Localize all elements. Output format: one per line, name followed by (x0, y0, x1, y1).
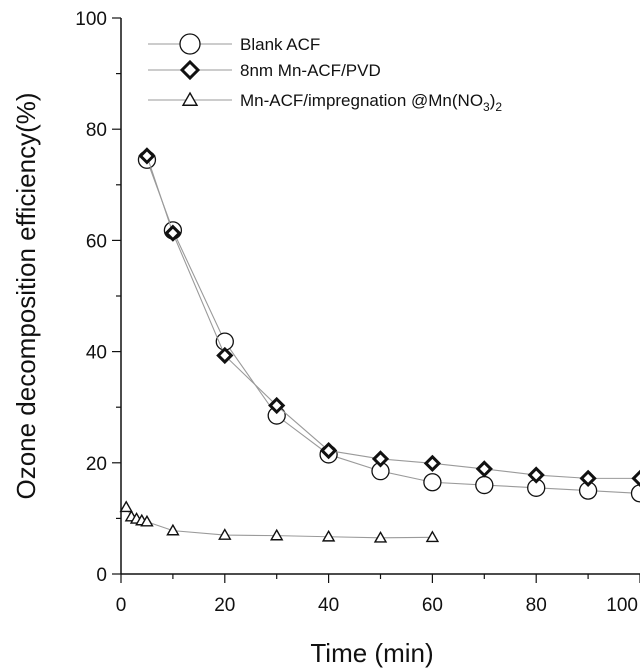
series-3-point (269, 528, 284, 541)
legend-item-2: 8nm Mn-ACF/PVD (148, 59, 381, 81)
series-3-point (218, 528, 232, 540)
legend-label: Blank ACF (240, 35, 320, 54)
series-2-point (138, 147, 156, 165)
legend-marker (179, 59, 201, 81)
series-3-point (373, 530, 388, 543)
series-1-point (630, 484, 640, 503)
series-2-point (631, 469, 640, 487)
y-tick-label: 0 (96, 565, 107, 586)
series-3 (119, 500, 440, 543)
series-1 (137, 150, 640, 503)
x-tick-label: 20 (214, 595, 235, 616)
y-tick-label: 80 (86, 120, 107, 141)
legend-label: Mn-ACF/impregnation @Mn(NO3)2 (240, 91, 502, 114)
axes: 0 20 40 60 80 100 0 20 40 60 80 100 (75, 9, 640, 616)
series-2-point (423, 454, 442, 472)
series-2 (138, 147, 640, 487)
series-1-point (423, 473, 442, 492)
series-3-point (140, 514, 154, 527)
x-tick-label: 80 (526, 595, 547, 616)
y-axis-title: Ozone decomposition efficiency(%) (11, 92, 41, 499)
series-2-point (527, 466, 545, 484)
series-2-point (475, 460, 493, 478)
series-layer (119, 147, 640, 543)
x-tick-label: 0 (116, 595, 127, 616)
series-2-point (268, 396, 286, 415)
legend-label: 8nm Mn-ACF/PVD (240, 61, 381, 80)
series-2-point (371, 450, 390, 468)
series-2-point (216, 346, 234, 365)
legend-marker (181, 91, 199, 106)
legend-item-1: Blank ACF (148, 33, 320, 55)
y-tick-label: 100 (75, 9, 107, 30)
x-tick-label: 100 (606, 595, 638, 616)
series-1-line (146, 159, 640, 494)
series-3-point (166, 523, 180, 536)
series-2-point (319, 441, 338, 460)
y-tick-label: 40 (86, 343, 107, 364)
legend: Blank ACF 8nm Mn-ACF/PVD Mn-ACF/impregnati… (148, 33, 502, 114)
series-3-point (321, 529, 336, 542)
series-2-line (146, 155, 640, 479)
series-2-point (579, 469, 597, 487)
series-3-point (425, 530, 440, 543)
x-tick-label: 40 (318, 595, 339, 616)
legend-item-3: Mn-ACF/impregnation @Mn(NO3)2 (148, 91, 502, 114)
y-tick-label: 60 (86, 231, 107, 252)
series-1-point (475, 475, 494, 495)
x-axis-title: Time (min) (310, 638, 433, 668)
x-tick-label: 60 (422, 595, 443, 616)
series-2-point (164, 224, 182, 242)
legend-marker (179, 33, 201, 55)
series-3-point (119, 500, 133, 513)
y-tick-label: 20 (86, 454, 107, 475)
